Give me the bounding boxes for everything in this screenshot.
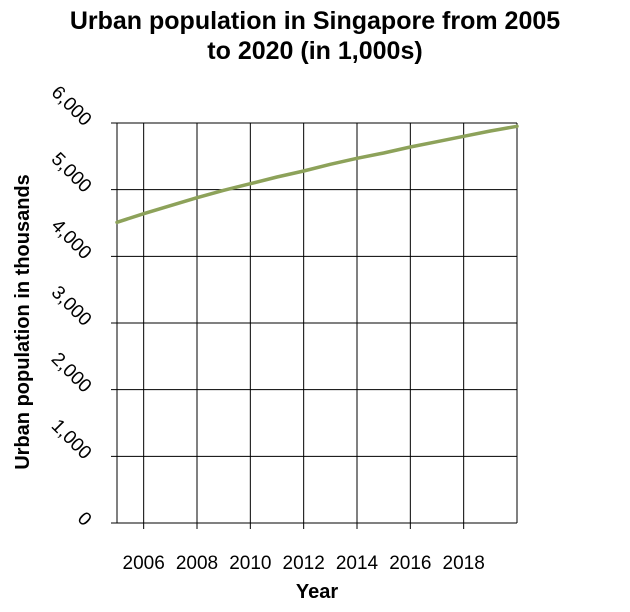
x-tick-label: 2014 (336, 553, 379, 574)
y-tick-label: 4,000 (47, 215, 95, 263)
series-line (115, 124, 519, 225)
y-tick-label: 2,000 (47, 349, 95, 397)
chart-title: Urban population in Singapore from 2005 … (0, 6, 630, 66)
chart-title-line-1: Urban population in Singapore from 2005 (69, 7, 561, 35)
x-tick-label: 2018 (443, 553, 485, 574)
x-axis-ticks: 2006 2008 2010 2012 2014 2016 2018 (123, 553, 485, 574)
y-tick-label: 6,000 (47, 82, 95, 130)
y-tick-label: 0 (73, 508, 95, 530)
x-tick-label: 2008 (176, 553, 218, 574)
x-tick-label: 2012 (283, 553, 325, 574)
y-tick-label: 3,000 (47, 282, 95, 330)
x-axis-title: Year (296, 581, 338, 603)
series-layer (115, 124, 519, 225)
y-tick-label: 1,000 (47, 415, 95, 463)
grid (111, 122, 518, 529)
x-tick-label: 2016 (389, 553, 431, 574)
y-axis-title: Urban population in thousands (12, 174, 34, 470)
y-tick-label: 5,000 (47, 149, 95, 197)
chart-title-line-2: to 2020 (in 1,000s) (207, 37, 423, 65)
x-tick-label: 2010 (229, 553, 271, 574)
x-tick-label: 2006 (123, 553, 165, 574)
y-axis-ticks: 0 1,000 2,000 3,000 4,000 5,000 6,000 (47, 82, 95, 530)
